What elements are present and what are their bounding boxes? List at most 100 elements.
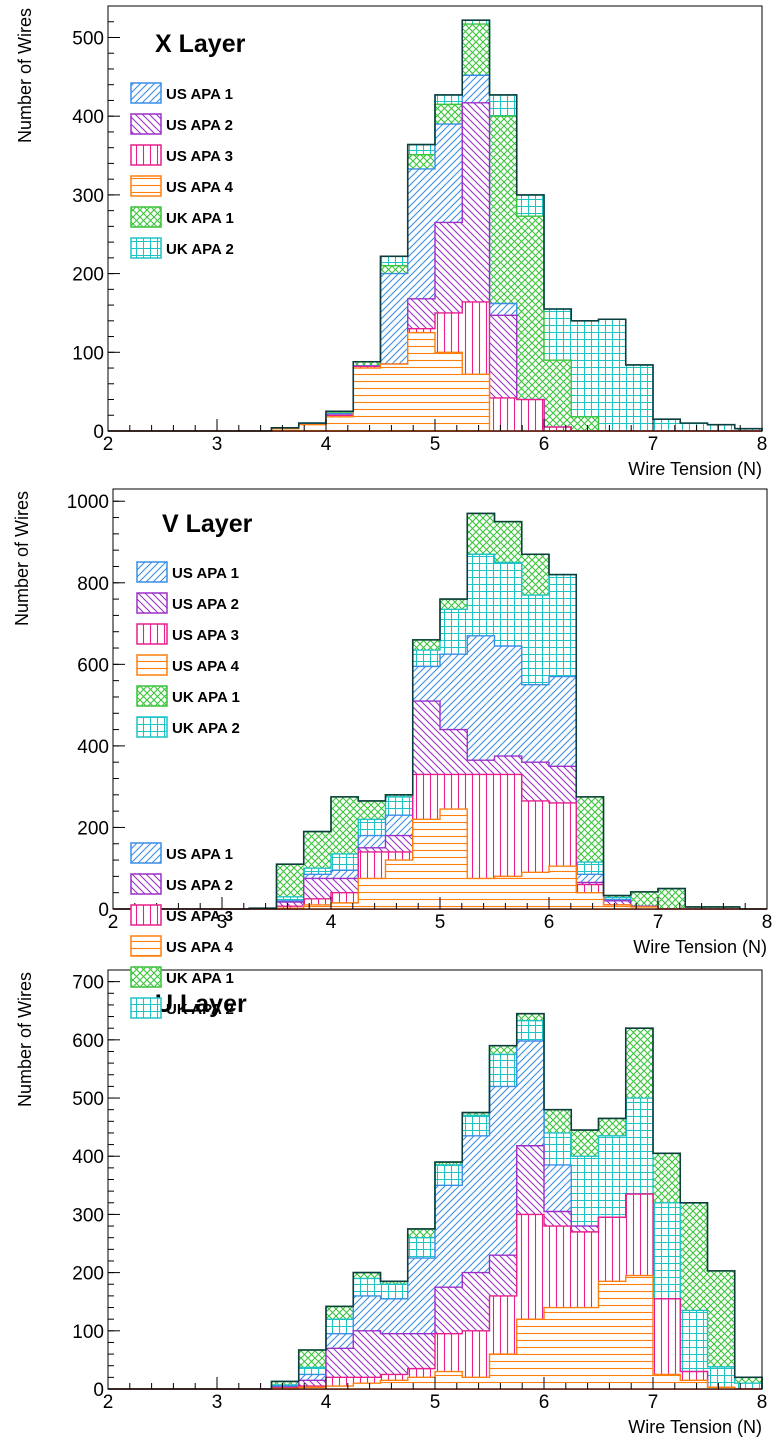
x-tick-label: 7 xyxy=(648,434,659,455)
y-tick-label: 0 xyxy=(93,1380,104,1401)
legend-label: US APA 2 xyxy=(166,117,233,134)
x-tick-label: 3 xyxy=(212,434,223,455)
legend-item-us-apa-3: US APA 3 xyxy=(130,144,233,166)
y-tick-label: 700 xyxy=(72,973,104,994)
legend-label: US APA 3 xyxy=(172,627,239,644)
legend-label: UK APA 1 xyxy=(166,970,234,987)
legend-swatch xyxy=(130,237,162,259)
legend-item-us-apa-4: US APA 4 xyxy=(130,935,234,957)
x-tick-label: 2 xyxy=(103,1392,114,1413)
plot-area-u-layer xyxy=(108,1012,763,1390)
x-tick-label: 3 xyxy=(217,912,228,933)
histogram-total-outline xyxy=(113,512,767,910)
x-tick-label: 6 xyxy=(539,434,550,455)
legend-item-uk-apa-1: UK APA 1 xyxy=(130,206,234,228)
y-tick-label: 400 xyxy=(72,1147,104,1168)
legend-label: UK APA 1 xyxy=(166,210,234,227)
x-tick-label: 4 xyxy=(321,1392,332,1413)
x-tick-label: 7 xyxy=(648,1392,659,1413)
legend-swatch xyxy=(130,175,162,197)
legend-label: US APA 1 xyxy=(166,846,233,863)
x-tick-label: 7 xyxy=(653,912,664,933)
panel-title: V Layer xyxy=(162,510,253,538)
y-tick-label: 400 xyxy=(77,737,109,758)
panel-x-layer: 2 3 4 5 6 7 8 0 100 200 300 400 500 X Layer Wire Te… xyxy=(15,5,768,479)
y-tick-label: 1000 xyxy=(67,492,109,513)
x-tick-label: 8 xyxy=(762,912,772,933)
x-tick-label: 8 xyxy=(757,1392,768,1413)
legend-label: US APA 4 xyxy=(166,939,234,956)
legend-swatch xyxy=(136,685,168,707)
legend-item-us-apa-3: US APA 3 xyxy=(136,623,239,645)
legend-v-layer: US APA 1 US APA 2 US APA 3 US APA 4 UK APA 1… xyxy=(136,561,240,738)
y-axis-title: Number of Wires xyxy=(12,491,32,626)
legend-swatch xyxy=(130,873,162,895)
legend-item-uk-apa-2: UK APA 2 xyxy=(130,997,234,1019)
y-tick-label: 200 xyxy=(72,265,104,286)
legend-label: US APA 3 xyxy=(166,148,233,165)
y-axis-v-layer: 0 200 400 600 800 1000 xyxy=(67,492,125,921)
x-tick-label: 6 xyxy=(544,912,555,933)
legend-label: UK APA 2 xyxy=(172,720,240,737)
x-axis-v-layer: 2 3 4 5 6 7 8 xyxy=(108,897,772,933)
x-tick-label: 8 xyxy=(757,434,768,455)
legend-swatch xyxy=(130,82,162,104)
y-axis-u-layer: 0 100 200 300 400 500 600 700 xyxy=(72,969,120,1401)
y-tick-label: 500 xyxy=(72,1089,104,1110)
legend-item-us-apa-1: US APA 1 xyxy=(136,561,239,583)
x-tick-label: 2 xyxy=(103,434,114,455)
legend-label: US APA 4 xyxy=(172,658,240,675)
legend-u-layer: US APA 1 US APA 2 US APA 3 US APA 4 UK APA 1… xyxy=(130,842,234,1019)
legend-swatch xyxy=(136,654,168,676)
x-tick-label: 5 xyxy=(430,434,441,455)
x-axis-title: Wire Tension (N) xyxy=(633,937,767,957)
plot-area-v-layer xyxy=(113,512,767,910)
legend-item-us-apa-1: US APA 1 xyxy=(130,82,233,104)
x-axis-title: Wire Tension (N) xyxy=(628,1417,762,1437)
panel-u-layer: 2 3 4 5 6 7 8 0 100 200 300 400 500 600 700 U Layer W… xyxy=(15,842,768,1437)
legend-label: UK APA 1 xyxy=(172,689,240,706)
y-tick-label: 800 xyxy=(77,574,109,595)
histogram-total-outline xyxy=(108,1012,763,1390)
legend-item-us-apa-1: US APA 1 xyxy=(130,842,233,864)
x-tick-label: 2 xyxy=(108,912,119,933)
legend-swatch xyxy=(136,716,168,738)
legend-swatch xyxy=(130,842,162,864)
legend-item-us-apa-2: US APA 2 xyxy=(130,113,233,135)
legend-swatch xyxy=(130,935,162,957)
x-tick-label: 5 xyxy=(435,912,446,933)
legend-label: US APA 3 xyxy=(166,908,233,925)
legend-label: UK APA 2 xyxy=(166,1001,234,1018)
histogram-total-outline xyxy=(108,19,763,432)
x-tick-label: 3 xyxy=(212,1392,223,1413)
x-tick-label: 4 xyxy=(321,434,332,455)
legend-item-uk-apa-1: UK APA 1 xyxy=(130,966,234,988)
legend-swatch xyxy=(136,592,168,614)
legend-item-us-apa-4: US APA 4 xyxy=(136,654,240,676)
legend-item-uk-apa-2: UK APA 2 xyxy=(136,716,240,738)
legend-label: US APA 2 xyxy=(172,596,239,613)
x-axis-u-layer: 2 3 4 5 6 7 8 xyxy=(103,1377,768,1413)
y-tick-label: 100 xyxy=(72,1322,104,1343)
legend-label: US APA 2 xyxy=(166,877,233,894)
panel-v-layer: 2 3 4 5 6 7 8 0 200 400 600 800 1000 V Layer Wire T… xyxy=(12,488,772,957)
y-tick-label: 0 xyxy=(98,900,109,921)
panel-title: X Layer xyxy=(155,30,246,58)
y-tick-label: 200 xyxy=(77,818,109,839)
legend-item-uk-apa-1: UK APA 1 xyxy=(136,685,240,707)
x-tick-label: 6 xyxy=(539,1392,550,1413)
legend-item-us-apa-2: US APA 2 xyxy=(136,592,239,614)
legend-swatch xyxy=(130,997,162,1019)
panel-title: U Layer xyxy=(155,990,247,1018)
y-axis-x-layer: 0 100 200 300 400 500 xyxy=(72,5,120,443)
x-tick-label: 5 xyxy=(430,1392,441,1413)
x-axis-title: Wire Tension (N) xyxy=(628,459,762,479)
legend-item-us-apa-3: US APA 3 xyxy=(130,904,233,926)
y-tick-label: 100 xyxy=(72,343,104,364)
y-tick-label: 400 xyxy=(72,107,104,128)
legend-swatch xyxy=(130,904,162,926)
legend-item-us-apa-2: US APA 2 xyxy=(130,873,233,895)
legend-swatch xyxy=(130,206,162,228)
y-tick-label: 200 xyxy=(72,1264,104,1285)
